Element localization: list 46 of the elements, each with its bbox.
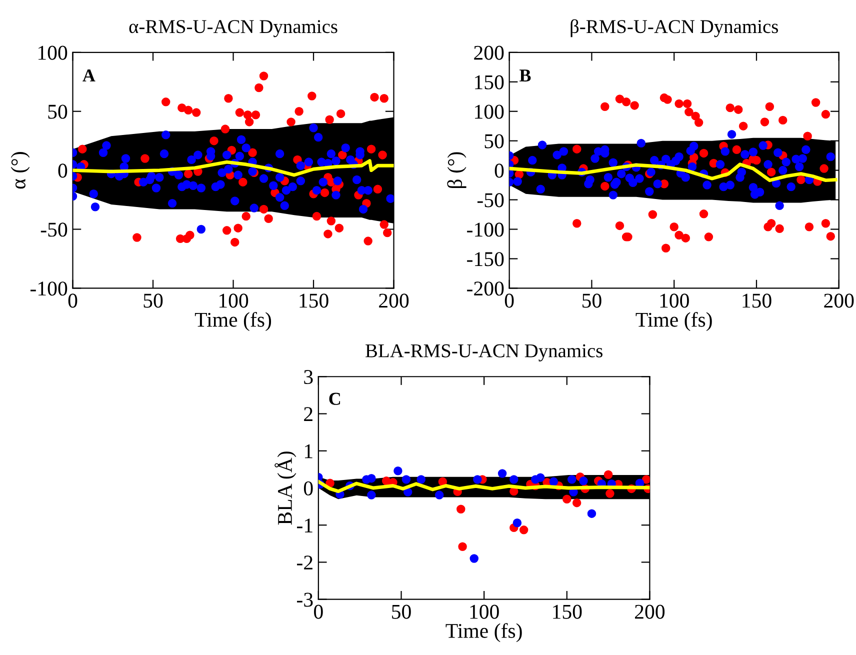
- y-tick-label: 200: [474, 46, 504, 60]
- annotation: C: [329, 392, 340, 405]
- y-tick-label: -100: [467, 222, 504, 237]
- x-tick-label: 100: [219, 294, 248, 308]
- y-tick-label: 3: [304, 370, 313, 384]
- y-tick-label: 0: [494, 164, 504, 178]
- x-tick-label: 150: [553, 604, 582, 619]
- y-tick-label: -2: [296, 556, 312, 570]
- x-tick-label: 0: [68, 294, 78, 308]
- x-tick-label: 50: [392, 604, 411, 619]
- y-tick-label: 50: [484, 134, 504, 148]
- y-tick-label: -100: [30, 282, 68, 296]
- y-tick-label: 100: [38, 46, 68, 60]
- x-axis-title: Time (fs): [194, 312, 272, 332]
- y-axis-title: β (°): [447, 152, 466, 188]
- chart-title: α-RMS-U-ACN Dynamics: [129, 20, 338, 38]
- chart-title: β-RMS-U-ACN Dynamics: [570, 19, 778, 38]
- y-axis-title: α (°): [10, 152, 30, 189]
- annotation: A: [82, 70, 96, 82]
- x-tick-label: 0: [504, 294, 514, 308]
- x-tick-label: 50: [582, 294, 602, 308]
- y-tick-label: 1: [304, 444, 312, 458]
- y-tick-label: -1: [296, 518, 312, 532]
- y-axis-title: BLA (Å): [274, 452, 296, 525]
- x-tick-label: 0: [314, 604, 323, 619]
- y-tick-label: 150: [475, 75, 504, 90]
- y-tick-label: 0: [58, 164, 68, 178]
- y-tick-label: 2: [304, 407, 312, 421]
- x-axis-title: Time (fs): [636, 312, 712, 332]
- y-tick-label: -3: [296, 592, 313, 607]
- y-tick-label: -50: [40, 222, 68, 237]
- x-tick-label: 200: [824, 294, 854, 308]
- chart-title: BLA-RMS-U-ACN Dynamics: [366, 344, 602, 362]
- x-tick-label: 150: [742, 294, 772, 308]
- y-tick-label: 100: [475, 104, 504, 119]
- x-tick-label: 100: [660, 294, 689, 308]
- x-tick-label: 200: [634, 604, 665, 619]
- y-tick-label: 0: [304, 481, 313, 496]
- x-tick-label: 50: [144, 294, 163, 308]
- x-axis-title: Time (fs): [446, 623, 522, 642]
- annotation: B: [520, 70, 531, 82]
- x-tick-label: 200: [379, 294, 409, 308]
- y-tick-label: -200: [467, 282, 504, 296]
- y-tick-label: -50: [477, 193, 504, 208]
- y-tick-label: -150: [467, 252, 504, 266]
- y-tick-label: 50: [48, 104, 68, 119]
